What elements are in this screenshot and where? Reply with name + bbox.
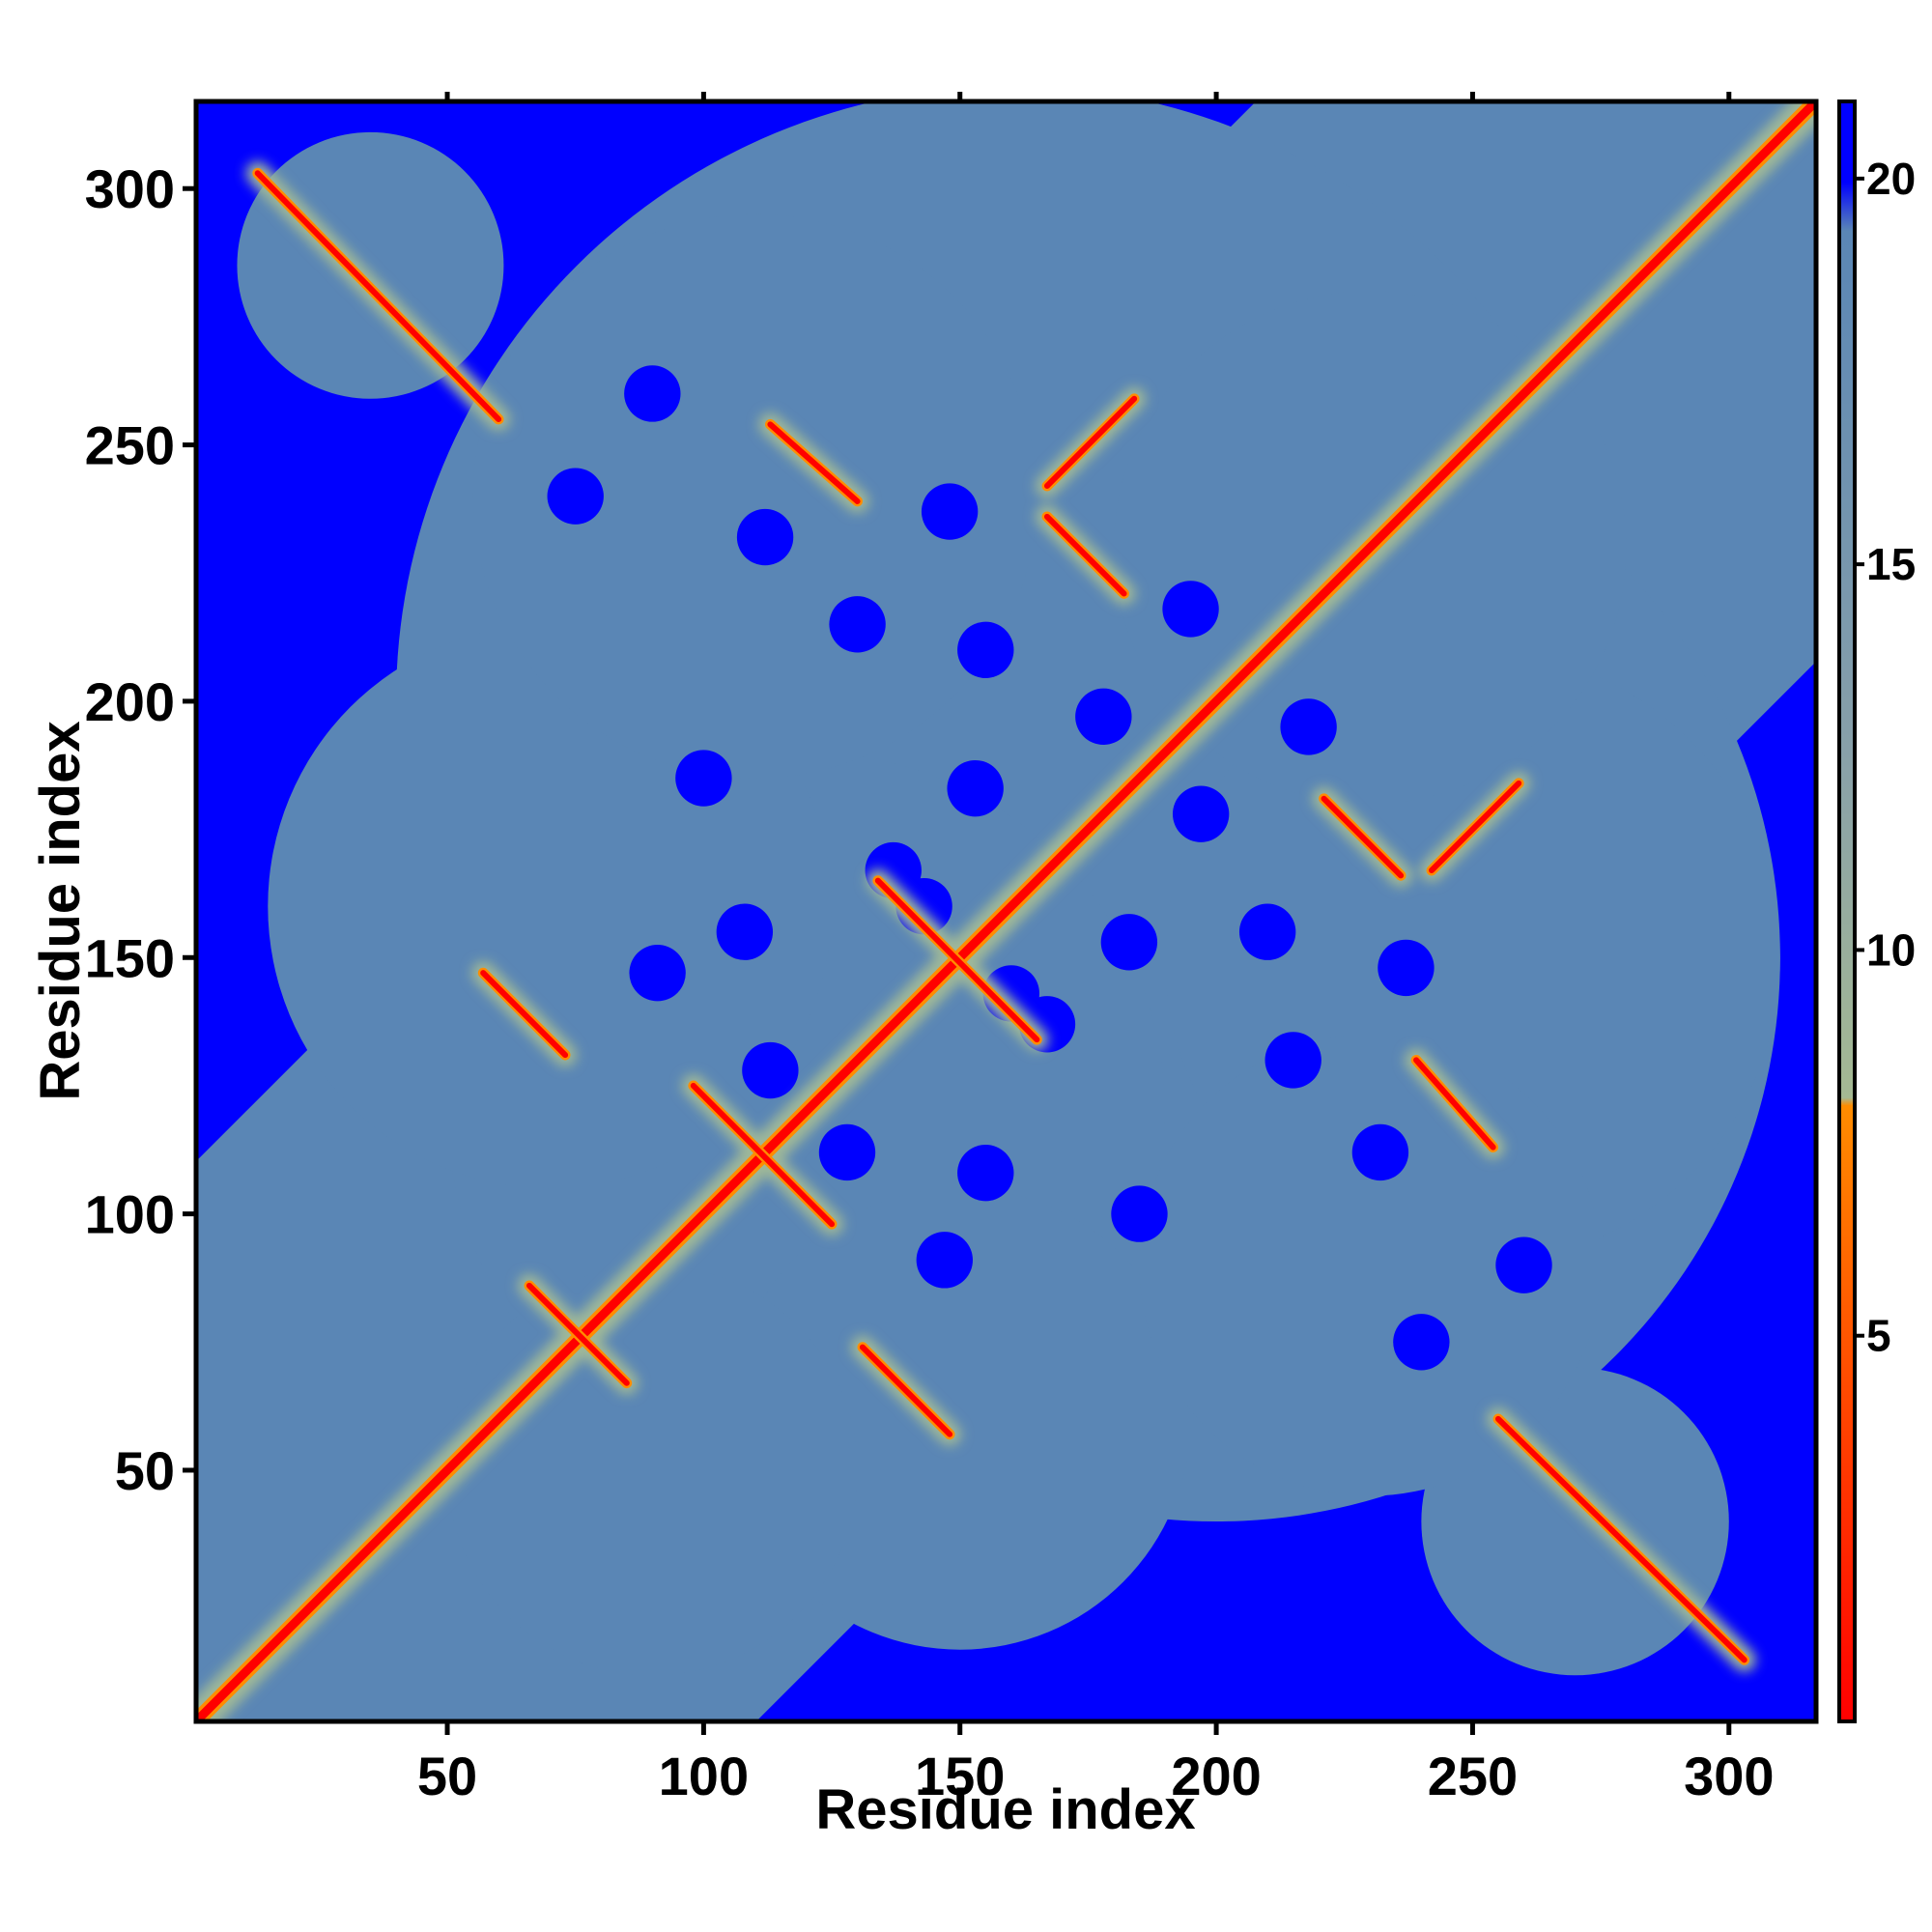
antiparallel-contact: [859, 1344, 953, 1437]
far-distance-pockets: [547, 365, 1552, 1371]
far-distance-pocket: [947, 759, 1004, 817]
x-tick-label: 300: [1684, 1746, 1774, 1806]
x-tick-label: 150: [915, 1746, 1005, 1806]
far-distance-pocket: [736, 508, 794, 566]
y-tick-label: 200: [85, 671, 175, 732]
far-distance-pocket: [1495, 1236, 1552, 1293]
far-distance-pocket: [1111, 1185, 1168, 1242]
far-distance-pocket: [1378, 939, 1435, 997]
plot-frame: [193, 99, 1819, 1724]
far-distance-pocket: [547, 468, 604, 525]
antiparallel-contact: [874, 877, 1040, 1043]
colorbar: 5 10 15 20: [1837, 99, 1916, 1723]
far-distance-pocket: [818, 1123, 876, 1181]
mid-distance-blob: [237, 131, 504, 399]
y-tick-label: 150: [85, 927, 175, 988]
far-distance-pocket: [1172, 785, 1230, 842]
far-distance-pocket: [1280, 698, 1337, 755]
far-distance-pocket: [1162, 581, 1219, 638]
far-distance-pocket: [1393, 1314, 1450, 1371]
mid-distance-blob: [447, 1264, 858, 1676]
far-distance-pocket: [1351, 1123, 1409, 1181]
y-tick-label: 300: [85, 158, 175, 219]
far-distance-pocket: [1238, 903, 1296, 960]
contact-lines: [196, 101, 1816, 1721]
antiparallel-contact: [480, 970, 569, 1059]
antiparallel-contact: [1494, 1415, 1747, 1663]
antiparallel-contact: [1321, 795, 1405, 879]
far-distance-pocket: [916, 1232, 974, 1289]
x-tick-label: 100: [659, 1746, 749, 1806]
far-distance-pocket: [624, 365, 681, 422]
antiparallel-contact: [690, 1082, 836, 1228]
far-distance-pocket: [1100, 914, 1158, 971]
x-axis-title: Residue index: [815, 1778, 1195, 1841]
main-diagonal-contact: [196, 101, 1816, 1721]
far-distance-pocket: [1264, 1032, 1321, 1089]
y-tick-label: 250: [85, 415, 175, 476]
antiparallel-contact: [767, 421, 861, 504]
far-distance-pocket: [957, 621, 1014, 679]
parallel-contact: [1428, 780, 1522, 874]
far-distance-pocket: [716, 903, 774, 960]
far-distance-pocket: [629, 944, 686, 1002]
colorbar-tick-label: 20: [1866, 154, 1916, 204]
heatmap-plot-area: [193, 99, 1819, 1724]
colorbar-gradient: [1837, 99, 1857, 1723]
y-axis-ticks: 50 100 150 200 250 300: [85, 158, 196, 1501]
antiparallel-contact: [1043, 513, 1127, 597]
mid-distance-blob: [472, 213, 1037, 779]
x-axis-ticks: 50 100 150 200 250 300: [417, 92, 1775, 1806]
y-axis-title: Residue index: [29, 721, 92, 1100]
x-tick-label: 250: [1428, 1746, 1518, 1806]
y-tick-label: 50: [115, 1440, 175, 1501]
colorbar-tick-label: 15: [1866, 539, 1916, 589]
colorbar-tick-label: 5: [1866, 1311, 1891, 1361]
colorbar-ticks: 5 10 15 20: [1855, 154, 1916, 1361]
parallel-contact: [1043, 395, 1138, 490]
far-distance-pocket: [742, 1041, 799, 1099]
far-distance-pocket: [675, 750, 732, 807]
y-tick-label: 100: [85, 1184, 175, 1245]
antiparallel-contact: [1413, 1057, 1496, 1151]
far-distance-pocket: [829, 596, 886, 653]
far-distance-pocket: [957, 1144, 1014, 1202]
x-tick-label: 50: [417, 1746, 477, 1806]
antiparallel-contact: [526, 1282, 630, 1386]
colorbar-tick-label: 10: [1866, 924, 1916, 975]
x-tick-label: 200: [1171, 1746, 1261, 1806]
antiparallel-contact: [254, 170, 502, 423]
far-distance-pocket: [921, 483, 979, 540]
far-distance-pocket: [1075, 688, 1132, 746]
